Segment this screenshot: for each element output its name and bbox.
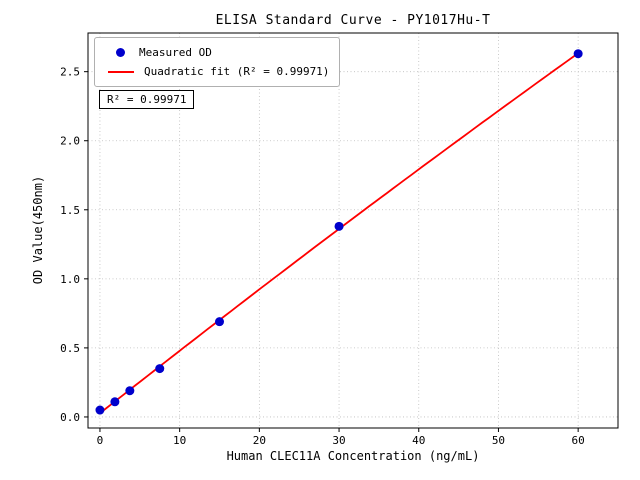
y-tick-label: 2.5: [60, 66, 80, 79]
y-tick-label: 1.0: [60, 273, 80, 286]
chart-title: ELISA Standard Curve - PY1017Hu-T: [215, 13, 491, 28]
y-tick-label: 0.5: [60, 342, 80, 355]
data-point: [110, 397, 120, 407]
x-tick-label: 60: [572, 434, 585, 447]
y-tick-label: 2.0: [60, 135, 80, 148]
x-tick-label: 0: [97, 434, 104, 447]
x-tick-label: 50: [492, 434, 505, 447]
legend-label-fit: Quadratic fit (R² = 0.99971): [144, 65, 330, 78]
y-tick-label: 0.0: [60, 411, 80, 424]
data-point: [125, 386, 135, 396]
r-squared-annotation: R² = 0.99971: [99, 90, 195, 109]
x-tick-label: 20: [253, 434, 266, 447]
data-point: [334, 221, 344, 231]
legend-label-measured: Measured OD: [139, 46, 212, 59]
legend-item-measured: Measured OD: [103, 43, 329, 62]
y-tick-label: 1.5: [60, 204, 80, 217]
axes-frame: [87, 32, 619, 429]
legend-item-fit: Quadratic fit (R² = 0.99971): [103, 62, 329, 81]
x-axis-label: Human CLEC11A Concentration (ng/mL): [226, 449, 480, 463]
data-point: [215, 317, 225, 327]
line-marker-icon: [108, 70, 134, 73]
x-tick-label: 10: [173, 434, 186, 447]
x-tick-label: 30: [332, 434, 345, 447]
data-point: [95, 405, 105, 415]
data-point: [573, 49, 583, 59]
x-tick-label: 40: [412, 434, 425, 447]
y-axis-label: OD Value(450nm): [31, 175, 45, 285]
legend: Measured OD Quadratic fit (R² = 0.99971): [94, 37, 341, 87]
data-point: [155, 364, 165, 374]
scatter-marker-icon: [116, 48, 125, 57]
